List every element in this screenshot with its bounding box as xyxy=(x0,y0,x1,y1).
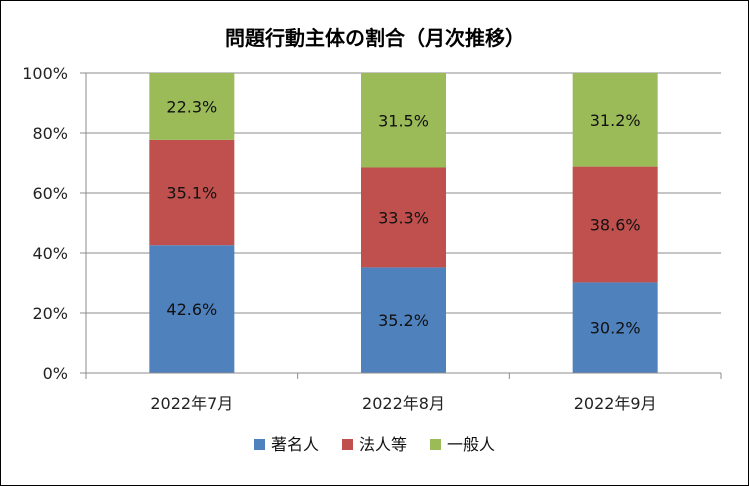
axes: 0% 20% 40% 60% 80% 100% 2022年7月 2022年8月 2022年9月 xyxy=(22,64,722,413)
bar-segment xyxy=(361,73,446,168)
y-tick-label: 20% xyxy=(32,304,68,323)
legend-label: 法人等 xyxy=(359,435,407,454)
data-label: 30.2% xyxy=(590,319,641,338)
x-tick-label: 2022年9月 xyxy=(574,394,657,413)
bar-segment xyxy=(572,73,658,167)
legend-swatch xyxy=(342,439,353,450)
legend-label: 一般人 xyxy=(447,435,495,454)
legend-label: 著名人 xyxy=(271,435,319,454)
data-label: 35.2% xyxy=(378,311,429,330)
bar-segment xyxy=(572,282,658,373)
bar-segment xyxy=(572,166,658,283)
legend-swatch xyxy=(254,439,265,450)
bar-segment xyxy=(149,245,235,373)
data-label: 22.3% xyxy=(166,97,217,116)
data-label: 31.5% xyxy=(378,111,429,130)
legend-swatch xyxy=(430,439,441,450)
y-tick-label: 80% xyxy=(32,124,68,143)
data-label: 42.6% xyxy=(166,300,217,319)
bar-segment xyxy=(149,139,235,246)
data-label: 31.2% xyxy=(590,111,641,130)
bar-segment xyxy=(361,267,446,373)
bar-segment xyxy=(149,73,235,140)
y-tick-label: 40% xyxy=(32,244,68,263)
bar-segment xyxy=(361,167,446,268)
y-tick-label: 100% xyxy=(22,64,68,83)
chart-title: 問題行動主体の割合（月次推移） xyxy=(225,26,525,50)
data-labels: 42.6% 35.1% 22.3% 35.2% 33.3% 31.5% 30.2% 38.6%… xyxy=(166,97,640,337)
data-label: 38.6% xyxy=(590,216,641,235)
y-tick-label: 60% xyxy=(32,184,68,203)
data-label: 33.3% xyxy=(378,208,429,227)
legend: 著名人 法人等 一般人 xyxy=(254,435,495,454)
x-tick-label: 2022年8月 xyxy=(362,394,445,413)
data-label: 35.1% xyxy=(166,184,217,203)
bars xyxy=(149,73,658,373)
x-tick-label: 2022年7月 xyxy=(150,394,233,413)
y-tick-label: 0% xyxy=(43,364,68,383)
